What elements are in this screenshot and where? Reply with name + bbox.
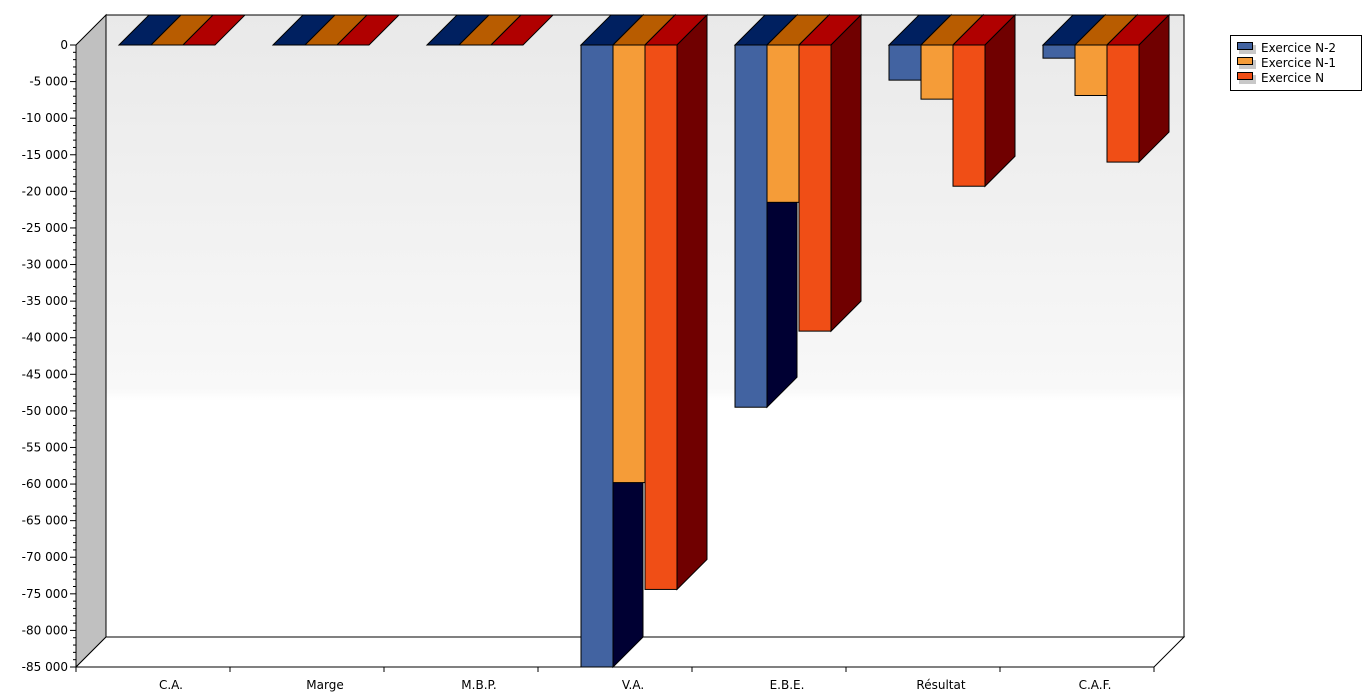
- bar-front: [952, 44, 986, 187]
- bar-front: [644, 44, 678, 590]
- x-tick-label: V.A.: [622, 678, 644, 692]
- x-axis: C.A. Marge M.B.P. V.A. E.B.E. Résultat C.A.F.: [75, 666, 1155, 692]
- bar-side: [676, 13, 708, 591]
- bar-group: [425, 14, 555, 46]
- y-tick-label: -30 000: [22, 258, 68, 272]
- bar-front: [612, 44, 646, 484]
- bar-group: [1041, 13, 1171, 164]
- bar: [951, 13, 1017, 188]
- bar: [335, 14, 401, 46]
- y-tick-label: -45 000: [22, 367, 68, 381]
- bar-group: [887, 13, 1017, 188]
- y-tick-label: -50 000: [22, 404, 68, 418]
- bar-front: [1074, 44, 1108, 96]
- bar-side: [830, 13, 862, 333]
- y-tick-label: -25 000: [22, 221, 68, 235]
- bar-group: [733, 13, 863, 409]
- x-tick-label: Résultat: [916, 678, 965, 692]
- bar-front: [1042, 44, 1076, 59]
- bar-front: [580, 44, 614, 668]
- bar-top: [335, 14, 401, 46]
- y-tick-label: 0: [60, 38, 68, 52]
- y-tick-label: -75 000: [22, 587, 68, 601]
- legend-item-exercice-n-1: Exercice N-1: [1237, 55, 1361, 70]
- legend: Exercice N-2 Exercice N-1 Exercice N: [1230, 35, 1362, 91]
- y-tick-label: -35 000: [22, 294, 68, 308]
- y-tick-label: -55 000: [22, 440, 68, 454]
- bar-front: [734, 44, 768, 408]
- y-axis: 0 -5 000 -10 000 -15 000 -20 000 -25 000 -30 0…: [22, 38, 77, 674]
- bar-front: [888, 44, 922, 81]
- y-tick-label: -15 000: [22, 148, 68, 162]
- bar: [1105, 13, 1171, 164]
- y-tick-label: -70 000: [22, 550, 68, 564]
- y-tick-label: -60 000: [22, 477, 68, 491]
- left-wall: [75, 13, 107, 669]
- bar-group: [271, 14, 401, 46]
- bar-front: [1106, 44, 1140, 163]
- y-tick-label: -40 000: [22, 331, 68, 345]
- legend-item-exercice-n: Exercice N: [1237, 70, 1361, 85]
- bar: [181, 14, 247, 46]
- bar-side: [984, 13, 1016, 188]
- legend-label: Exercice N-2: [1261, 40, 1337, 55]
- y-tick-label: -10 000: [22, 111, 68, 125]
- x-tick-label: Marge: [306, 678, 343, 692]
- legend-label: Exercice N-1: [1261, 55, 1337, 70]
- bar-top: [489, 14, 555, 46]
- legend-swatch: [1237, 57, 1253, 65]
- y-tick-label: -80 000: [22, 623, 68, 637]
- bar: [489, 14, 555, 46]
- bar-front: [920, 44, 954, 100]
- bar: [643, 13, 709, 591]
- legend-swatch: [1237, 72, 1253, 80]
- bar-group: [117, 14, 247, 46]
- bars-group: [117, 13, 1171, 669]
- bar-front: [766, 44, 800, 203]
- bar-front: [798, 44, 832, 332]
- legend-item-exercice-n-2: Exercice N-2: [1237, 40, 1361, 55]
- y-tick-label: -85 000: [22, 660, 68, 674]
- x-tick-label: M.B.P.: [461, 678, 496, 692]
- y-tick-label: -20 000: [22, 184, 68, 198]
- bar-group: [579, 13, 709, 669]
- x-tick-label: E.B.E.: [770, 678, 805, 692]
- legend-label: Exercice N: [1261, 70, 1325, 85]
- x-tick-label: C.A.: [159, 678, 183, 692]
- bar: [797, 13, 863, 333]
- x-tick-label: C.A.F.: [1079, 678, 1112, 692]
- y-tick-label: -5 000: [29, 75, 68, 89]
- y-tick-label: -65 000: [22, 514, 68, 528]
- bar-top: [181, 14, 247, 46]
- legend-swatch: [1237, 42, 1253, 50]
